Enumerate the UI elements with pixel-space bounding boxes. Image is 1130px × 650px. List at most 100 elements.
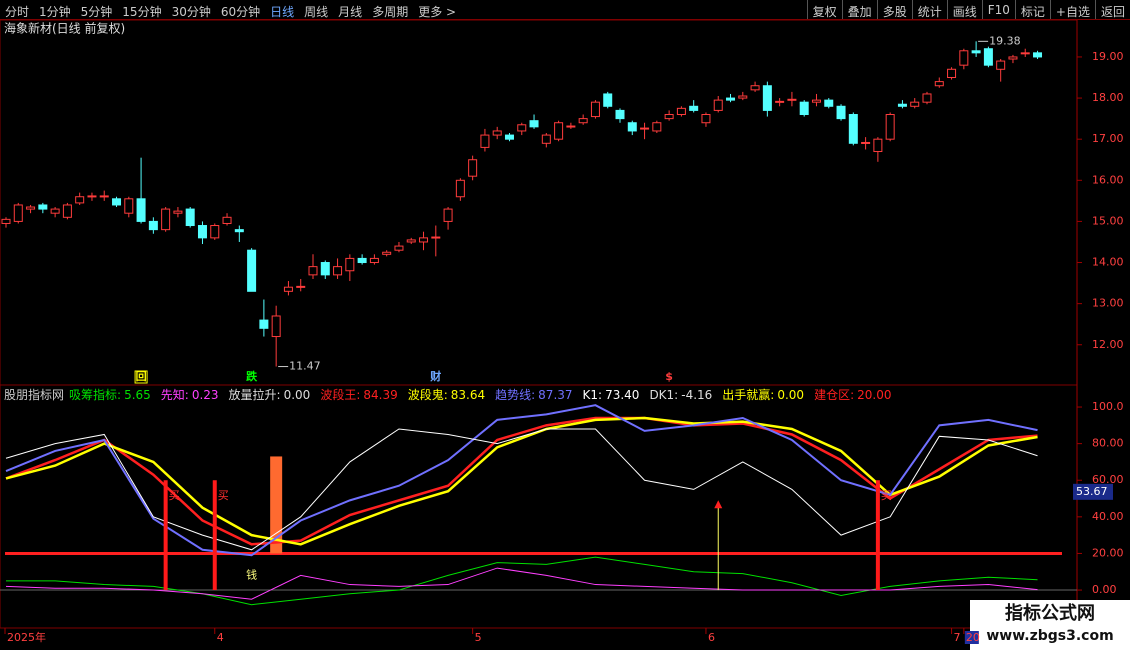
period-tab[interactable]: 60分钟 — [220, 5, 261, 19]
tool-button[interactable]: 统计 — [911, 0, 947, 19]
y-tick-label: 20.00 — [1092, 546, 1124, 559]
candle-body — [1, 218, 11, 224]
candle-body — [529, 120, 539, 128]
period-tab[interactable]: 15分钟 — [122, 5, 162, 19]
current-value: 53.67 — [1076, 485, 1108, 498]
period-tab[interactable]: 周线 — [304, 5, 329, 19]
candle-body — [627, 122, 637, 132]
y-tick-label: 12.00 — [1092, 338, 1124, 351]
buy-label: 买 — [169, 489, 180, 502]
legend-value: 87.37 — [538, 388, 573, 402]
tool-button[interactable]: 叠加 — [841, 0, 877, 19]
candle-body — [603, 93, 613, 107]
candle-body — [590, 101, 600, 118]
candle-body — [112, 198, 122, 206]
candle-body — [480, 134, 490, 148]
period-tab[interactable]: 更多 > — [418, 5, 457, 19]
candle-body — [197, 225, 207, 239]
candle-body — [861, 141, 871, 144]
candle-body — [554, 122, 564, 140]
period-tabs: 分时 1分钟 5分钟 15分钟 30分钟 60分钟 日线 周线 月线 多周期 更多 > — [0, 0, 461, 19]
tool-button[interactable]: 标记 — [1014, 0, 1050, 19]
candle-body — [455, 179, 465, 198]
tool-button[interactable]: 返回 — [1094, 0, 1130, 19]
indicator-line — [5, 404, 1038, 557]
candle-body — [406, 239, 416, 243]
candle-body — [62, 204, 72, 218]
candle-body — [934, 81, 944, 87]
candle-body — [296, 285, 306, 288]
candle-body — [897, 103, 907, 107]
indicator-line — [5, 428, 1038, 551]
stock-title: 海象新材(日线 前复权) — [4, 21, 125, 36]
buy-bar — [212, 480, 217, 591]
candle-body — [345, 257, 355, 272]
legend-name: 趋势线: — [495, 388, 536, 402]
legend-value: 83.64 — [450, 388, 486, 402]
candle-body — [775, 100, 785, 103]
watermark-url: www.zbgs3.com — [986, 628, 1113, 644]
legend-name: DK1: — [649, 388, 679, 402]
period-tab[interactable]: 30分钟 — [171, 5, 211, 19]
legend-name: 先知: — [160, 388, 189, 402]
candle-body — [664, 114, 674, 120]
candle-body — [701, 114, 711, 124]
tool-buttons: 复权 叠加 多股 统计 画线 F10 标记 +自选 返回 — [806, 0, 1130, 19]
candle-body — [517, 124, 527, 132]
legend-name: 放量拉升: — [228, 388, 281, 402]
candle-body — [468, 159, 478, 177]
legend-item: 出手就赢: 0.00 — [722, 388, 809, 402]
candle-body — [26, 206, 36, 210]
y-tick-label: 16.00 — [1092, 173, 1124, 186]
legend-name: 建仓区: — [814, 388, 855, 402]
candle-body — [996, 60, 1006, 70]
legend-item: DK1: -4.16 — [649, 388, 717, 402]
y-tick-label: 17.00 — [1092, 132, 1124, 145]
legend-item: 先知: 0.23 — [161, 388, 224, 402]
candle-body — [750, 85, 760, 91]
y-tick-label: 15.00 — [1092, 214, 1124, 227]
indicator-name: 股朋指标网 — [4, 388, 65, 402]
tool-button[interactable]: F10 — [981, 0, 1015, 19]
period-tab[interactable]: 多周期 — [372, 5, 409, 19]
period-tab[interactable]: 1分钟 — [39, 5, 71, 19]
signal-marker: 回 — [136, 369, 147, 383]
y-tick-label: 40.00 — [1092, 510, 1124, 523]
candle-body — [799, 101, 809, 116]
tool-button[interactable]: 复权 — [806, 0, 842, 19]
candle-body — [357, 257, 367, 264]
tool-button[interactable]: 画线 — [946, 0, 982, 19]
candle-body — [578, 118, 588, 124]
candle-body — [136, 198, 146, 222]
candle-body — [87, 195, 97, 198]
candle-body — [726, 97, 736, 101]
period-tab[interactable]: 5分钟 — [80, 5, 113, 19]
candle-body — [443, 208, 453, 222]
candle-body — [492, 130, 502, 136]
candle-body — [738, 95, 748, 99]
indicator-line — [5, 416, 1038, 546]
candle-body — [333, 266, 343, 276]
y-tick-label: 100.0 — [1092, 400, 1124, 413]
candle-body — [615, 109, 625, 120]
y-tick-label: 19.00 — [1092, 50, 1124, 63]
price-annotation: 19.38 — [989, 34, 1021, 47]
money-label: 钱 — [246, 567, 257, 581]
date-label: 2025年 — [7, 630, 46, 644]
tool-button[interactable]: +自选 — [1049, 0, 1095, 19]
tool-button[interactable]: 多股 — [876, 0, 912, 19]
candle-body — [308, 266, 318, 276]
indicator-line — [5, 567, 1038, 600]
legend-name: 波段王: — [320, 388, 361, 402]
period-tab[interactable]: 月线 — [338, 5, 363, 19]
legend-value: 84.39 — [363, 388, 398, 402]
y-tick-label: 13.00 — [1092, 297, 1124, 310]
period-tab[interactable]: 分时 — [5, 5, 30, 19]
candle-body — [185, 208, 195, 227]
candle-body — [148, 220, 158, 231]
arrow-head — [714, 500, 723, 509]
candle-body — [787, 98, 797, 101]
period-tab[interactable]: 日线 — [270, 5, 295, 19]
legend-item: K1: 73.40 — [583, 388, 645, 402]
